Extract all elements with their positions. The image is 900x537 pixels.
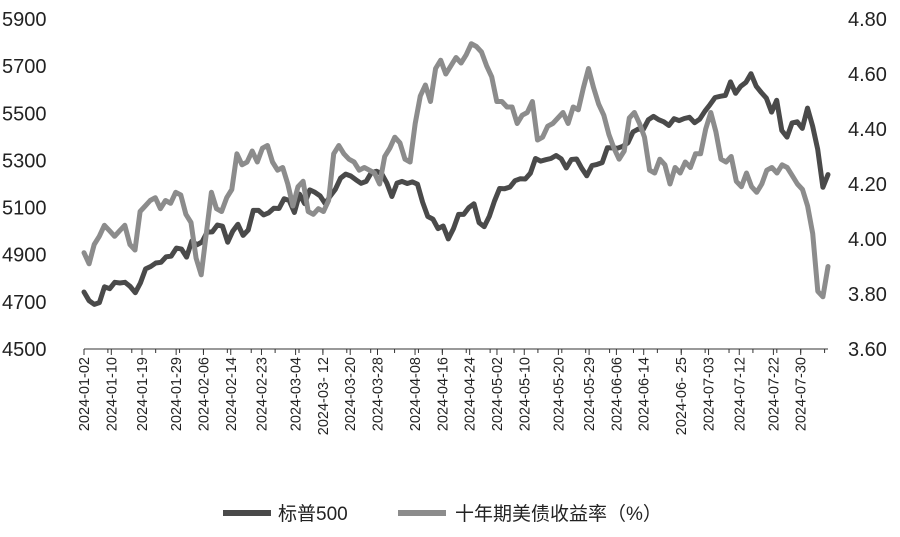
x-tick-label: 2024-03-04 bbox=[289, 357, 305, 431]
y-right-tick-label: 4.80 bbox=[848, 9, 887, 31]
x-tick-label: 2024-06-14 bbox=[637, 357, 653, 431]
x-tick-label: 2024-02-14 bbox=[224, 357, 240, 431]
x-tick-label: 2024-05-10 bbox=[517, 357, 533, 431]
x-tick-label: 2024-03-20 bbox=[343, 357, 359, 431]
x-tick-label: 2024-07-12 bbox=[732, 357, 748, 431]
x-tick-label: 2024-05-02 bbox=[490, 357, 506, 431]
legend-item-sp500: 标普500 bbox=[223, 503, 348, 525]
y-left-tick-label: 4500 bbox=[2, 339, 47, 361]
y-left-tick-label: 5900 bbox=[2, 9, 47, 31]
x-tick-label: 2024-04-24 bbox=[463, 357, 479, 431]
x-tick-label: 2024-02-23 bbox=[254, 357, 270, 431]
legend-item-us10y: 十年期美债收益率（%） bbox=[398, 503, 662, 525]
x-tick-label: 2024-01-02 bbox=[77, 357, 93, 431]
x-tick-label: 2024-01-19 bbox=[135, 357, 151, 431]
x-tick-label: 2024-03-28 bbox=[371, 357, 387, 431]
y-right-tick-label: 4.40 bbox=[848, 119, 887, 141]
x-tick-label: 2024-07-30 bbox=[794, 357, 810, 431]
y-left-tick-label: 4900 bbox=[2, 245, 47, 267]
x-tick-label: 2024-01-29 bbox=[169, 357, 185, 431]
y-left-tick-label: 4700 bbox=[2, 292, 47, 314]
x-tick-label: 2024-04-16 bbox=[435, 357, 451, 431]
x-tick-label: 2024-01-10 bbox=[104, 357, 120, 431]
us10y-yield-line bbox=[81, 41, 831, 300]
sp500-line bbox=[81, 71, 831, 307]
y-left-tick-label: 5500 bbox=[2, 103, 47, 125]
x-tick-label: 2024-06- 25 bbox=[674, 357, 690, 435]
legend-label: 十年期美债收益率（%） bbox=[455, 503, 662, 525]
legend-label: 标普500 bbox=[278, 503, 348, 525]
x-tick-label: 2024-07-22 bbox=[766, 357, 782, 431]
x-tick-label: 2024-02-06 bbox=[196, 357, 212, 431]
x-tick-label: 2024-03- 12 bbox=[316, 357, 332, 435]
y-right-tick-label: 3.60 bbox=[848, 339, 887, 361]
y-right-tick-label: 4.00 bbox=[848, 229, 887, 251]
axes-layer: 4500 4700 4900 5100 5300 5500 5700 5900 3.60 3.80… bbox=[2, 9, 887, 435]
y-left-tick-label: 5300 bbox=[2, 150, 47, 172]
x-tick-label: 2024-06-06 bbox=[609, 357, 625, 431]
x-tick-label: 2024-05-29 bbox=[582, 357, 598, 431]
y-right-tick-label: 4.60 bbox=[848, 64, 887, 86]
legend: 标普500 十年期美债收益率（%） bbox=[223, 503, 662, 525]
y-right-tick-label: 3.80 bbox=[848, 284, 887, 306]
y-right-tick-label: 4.20 bbox=[848, 174, 887, 196]
series-layer bbox=[81, 41, 831, 307]
y-left-tick-label: 5100 bbox=[2, 198, 47, 220]
x-tick-label: 2024-07-03 bbox=[702, 357, 718, 431]
y-left-tick-label: 5700 bbox=[2, 56, 47, 78]
x-tick-label: 2024-05-20 bbox=[551, 357, 567, 431]
x-tick-label: 2024-04-08 bbox=[408, 357, 424, 431]
